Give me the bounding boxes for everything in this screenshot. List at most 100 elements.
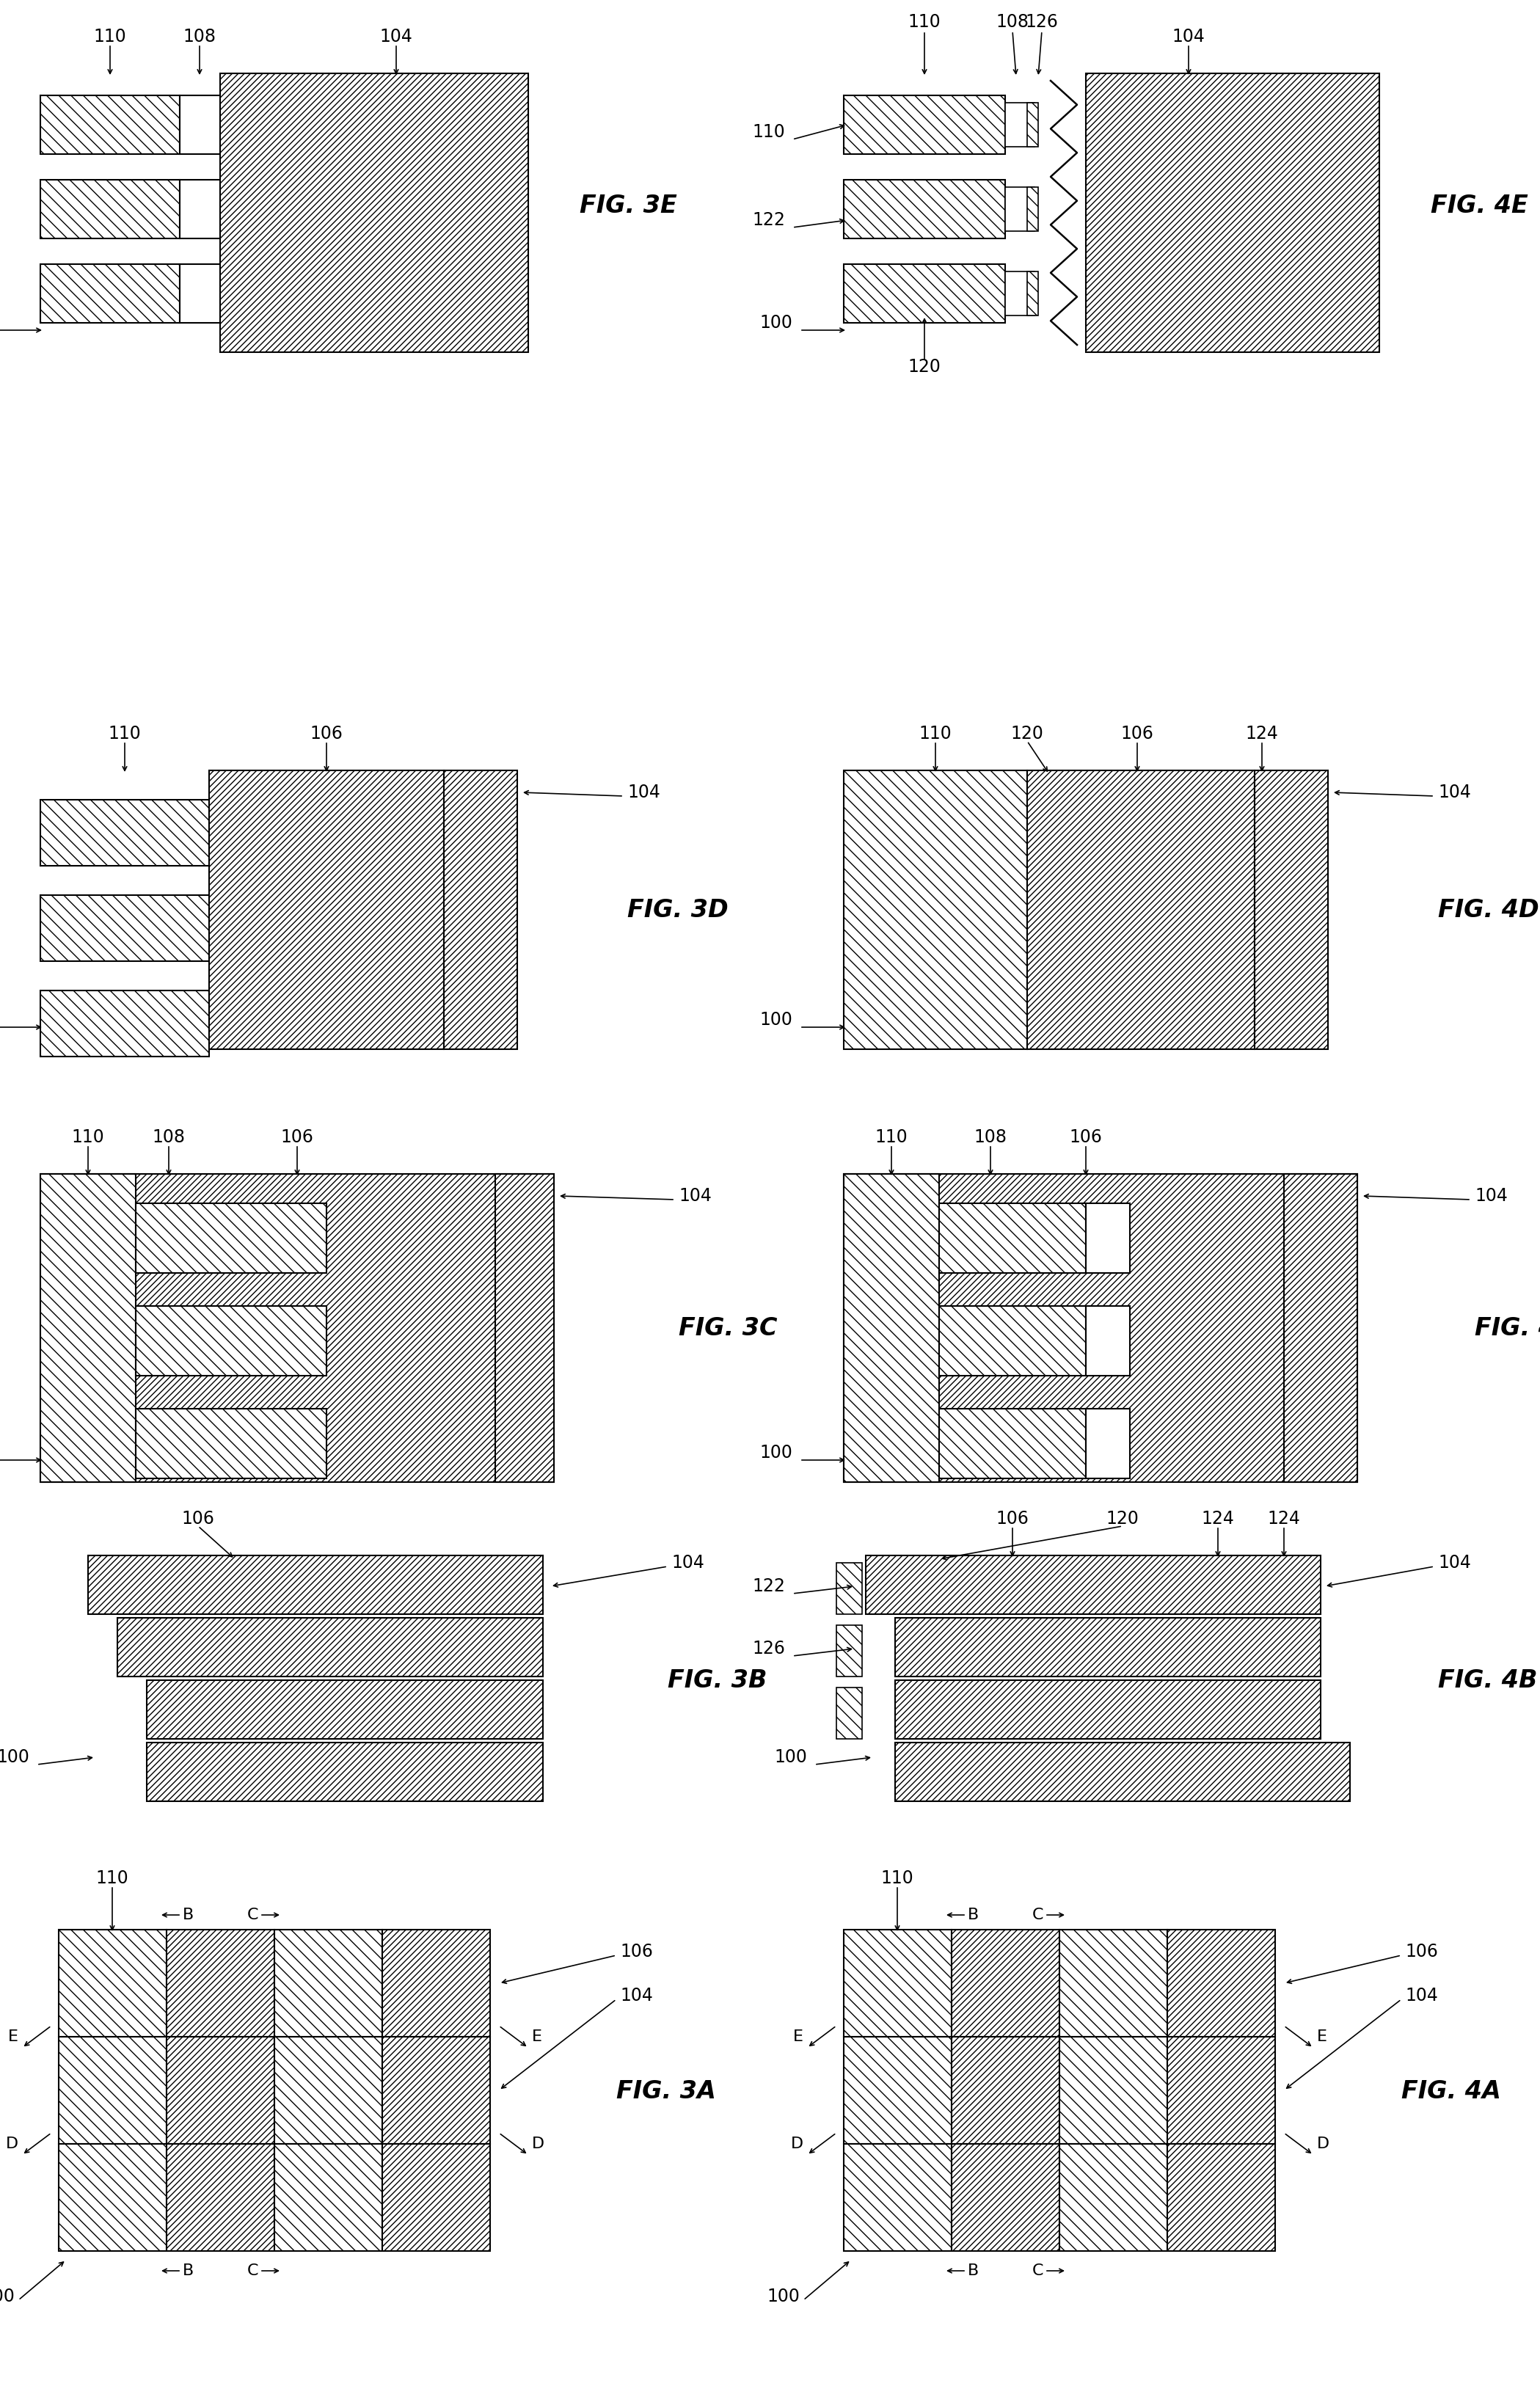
- Bar: [40, 265, 180, 322]
- Text: 122: 122: [752, 1577, 785, 1596]
- Bar: [117, 1618, 544, 1677]
- Bar: [952, 2145, 1060, 2250]
- Text: 104: 104: [1438, 1553, 1471, 1572]
- Bar: [220, 74, 528, 353]
- Text: D: D: [1317, 2135, 1329, 2152]
- Bar: [382, 2038, 490, 2145]
- Bar: [844, 1930, 952, 2038]
- Bar: [40, 1174, 136, 1482]
- Bar: [844, 771, 1027, 1050]
- Text: 110: 110: [752, 124, 785, 141]
- Bar: [836, 1687, 862, 1739]
- Bar: [1255, 771, 1327, 1050]
- Bar: [1060, 1930, 1167, 2038]
- Text: D: D: [6, 2135, 18, 2152]
- Text: 124: 124: [1267, 1510, 1300, 1527]
- Bar: [40, 990, 209, 1057]
- Text: 110: 110: [95, 1871, 129, 1887]
- Text: 100: 100: [767, 2288, 799, 2305]
- Bar: [1284, 1174, 1357, 1482]
- Bar: [844, 95, 1006, 155]
- Bar: [939, 1408, 1086, 1479]
- Bar: [166, 1930, 274, 2038]
- Text: 110: 110: [881, 1871, 913, 1887]
- Text: FIG. 4E: FIG. 4E: [1431, 193, 1528, 217]
- Text: E: E: [1317, 2030, 1327, 2045]
- Bar: [166, 2145, 274, 2250]
- Bar: [40, 95, 180, 155]
- Text: 104: 104: [621, 1988, 653, 2004]
- Text: D: D: [792, 2135, 804, 2152]
- Text: 110: 110: [72, 1129, 105, 1145]
- Text: 100: 100: [775, 1749, 807, 1766]
- Text: 126: 126: [1026, 14, 1058, 31]
- Text: FIG. 3E: FIG. 3E: [579, 193, 678, 217]
- Bar: [844, 1174, 1357, 1482]
- Bar: [844, 2038, 952, 2145]
- Text: FIG. 3C: FIG. 3C: [679, 1317, 778, 1341]
- Text: 120: 120: [909, 358, 941, 375]
- Bar: [939, 1305, 1086, 1377]
- Text: 124: 124: [1201, 1510, 1235, 1527]
- Bar: [136, 1408, 326, 1479]
- Text: 126: 126: [752, 1639, 785, 1658]
- Text: 104: 104: [1475, 1188, 1508, 1205]
- Text: 110: 110: [909, 14, 941, 31]
- Bar: [1060, 2038, 1167, 2145]
- Bar: [865, 1556, 1321, 1615]
- Bar: [1027, 272, 1038, 315]
- Bar: [209, 771, 444, 1050]
- Text: 106: 106: [1404, 1942, 1438, 1961]
- Text: 104: 104: [380, 29, 413, 45]
- Text: 104: 104: [1404, 1988, 1438, 2004]
- Bar: [895, 1618, 1321, 1677]
- Text: 120: 120: [1106, 1510, 1140, 1527]
- Text: 106: 106: [1069, 1129, 1103, 1145]
- Bar: [1086, 74, 1380, 353]
- Text: FIG. 4B: FIG. 4B: [1438, 1668, 1537, 1692]
- Text: E: E: [8, 2030, 18, 2045]
- Text: B: B: [183, 2264, 194, 2279]
- Text: 100: 100: [759, 1444, 793, 1463]
- Bar: [40, 895, 209, 962]
- Bar: [40, 179, 180, 239]
- Text: 108: 108: [973, 1129, 1007, 1145]
- Bar: [166, 2038, 274, 2145]
- Bar: [844, 265, 1006, 322]
- Bar: [274, 2145, 382, 2250]
- Bar: [939, 1203, 1086, 1274]
- Text: FIG. 4D: FIG. 4D: [1438, 897, 1538, 921]
- Text: 106: 106: [310, 725, 343, 742]
- Bar: [836, 1625, 862, 1677]
- Bar: [844, 2145, 952, 2250]
- Text: 100: 100: [759, 315, 793, 332]
- Bar: [180, 265, 220, 322]
- Text: 120: 120: [1010, 725, 1044, 742]
- Bar: [1060, 2145, 1167, 2250]
- Text: 124: 124: [1246, 725, 1278, 742]
- Text: 110: 110: [919, 725, 952, 742]
- Bar: [1027, 103, 1038, 148]
- Bar: [836, 1563, 862, 1615]
- Text: FIG. 4A: FIG. 4A: [1401, 2078, 1502, 2102]
- Bar: [59, 2145, 166, 2250]
- Bar: [1006, 103, 1035, 148]
- Text: 110: 110: [94, 29, 126, 45]
- Text: 106: 106: [1121, 725, 1153, 742]
- Bar: [1086, 1408, 1130, 1479]
- Text: C: C: [1032, 1909, 1043, 1923]
- Text: 108: 108: [152, 1129, 185, 1145]
- Text: 108: 108: [183, 29, 216, 45]
- Text: 106: 106: [621, 1942, 653, 1961]
- Bar: [1086, 1305, 1130, 1377]
- Text: FIG. 4C: FIG. 4C: [1475, 1317, 1540, 1341]
- Text: FIG. 3D: FIG. 3D: [627, 897, 728, 921]
- Text: C: C: [246, 2264, 259, 2279]
- Text: B: B: [967, 2264, 979, 2279]
- Bar: [40, 799, 209, 866]
- Text: 110: 110: [108, 725, 142, 742]
- Bar: [1167, 1930, 1275, 2038]
- Bar: [382, 2145, 490, 2250]
- Text: 108: 108: [996, 14, 1029, 31]
- Bar: [180, 179, 220, 239]
